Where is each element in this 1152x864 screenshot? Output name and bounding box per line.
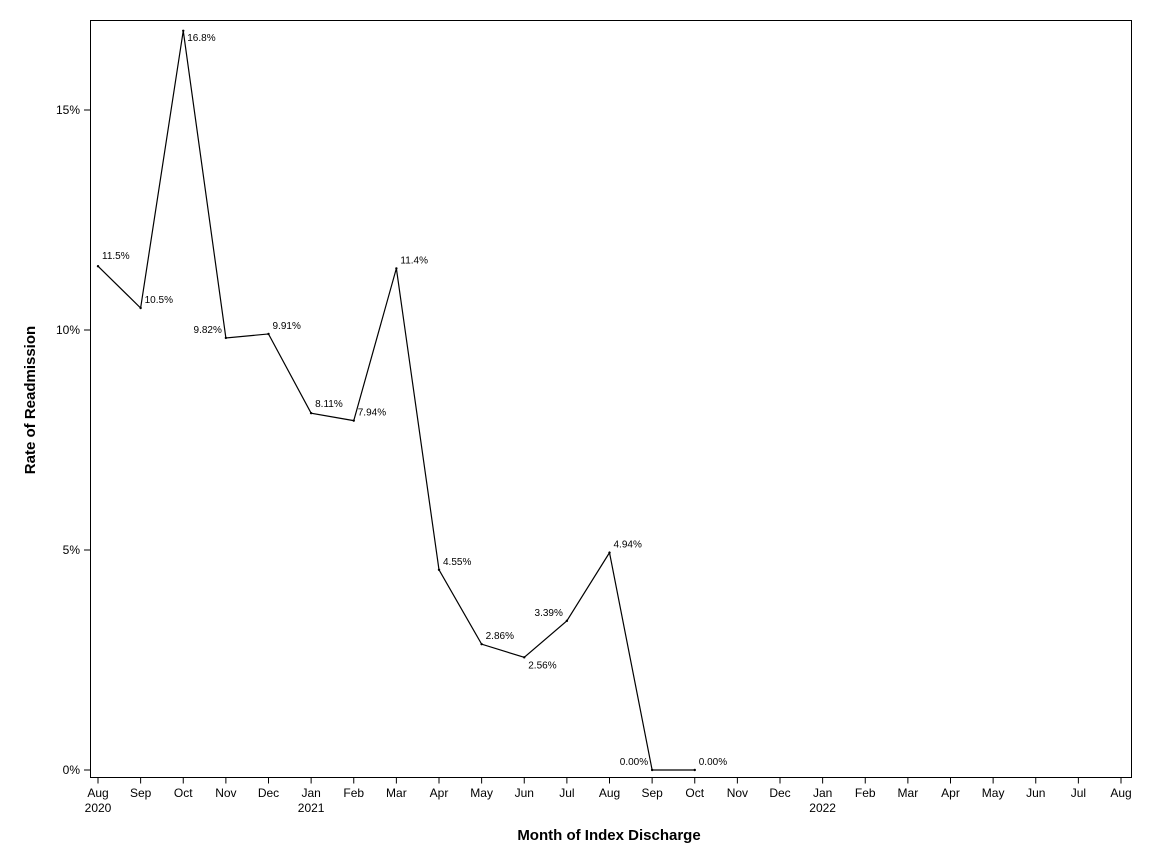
x-tick-month-label: Dec	[769, 786, 790, 800]
data-point	[437, 568, 441, 571]
x-tick-month-label: Mar	[386, 786, 407, 800]
x-tick-month-label: Oct	[174, 786, 193, 800]
data-point	[650, 768, 654, 772]
data-label: 16.8%	[187, 33, 215, 44]
x-tick-year-label: 2020	[85, 801, 112, 815]
data-label: 2.86%	[486, 631, 514, 642]
data-point	[309, 411, 313, 415]
data-label: 3.39%	[535, 608, 563, 619]
x-axis-title: Month of Index Discharge	[517, 827, 700, 844]
data-label-layer: 11.5% 10.5% 16.8% 9.82% 9.91% 8.11% 7.94% 11.4%…	[102, 33, 727, 768]
x-tick-month-label: Jul	[559, 786, 574, 800]
data-label: 0.00%	[699, 757, 727, 768]
data-point	[139, 306, 142, 310]
data-label: 0.00%	[620, 757, 648, 768]
x-tick-month-label: Oct	[685, 786, 704, 800]
data-point	[267, 332, 270, 336]
data-label: 2.56%	[528, 660, 556, 671]
x-tick-month-label: Dec	[258, 786, 279, 800]
data-label: 9.82%	[194, 325, 222, 336]
x-tick-month-label: Nov	[727, 786, 748, 800]
x-tick-month-label: May	[470, 786, 493, 800]
data-point	[565, 619, 569, 623]
data-point	[523, 656, 526, 659]
x-tick-month-label: Aug	[87, 786, 108, 800]
x-tick-month-label: Jul	[1071, 786, 1086, 800]
plot-frame	[90, 20, 1132, 778]
data-point	[693, 768, 696, 772]
y-tick-label: 0%	[63, 763, 81, 777]
x-tick-month-label: Jan	[301, 786, 320, 800]
x-tick-month-label: Sep	[130, 786, 152, 800]
x-tick-year-label: 2022	[809, 801, 836, 815]
data-point	[224, 336, 228, 340]
y-axis: 0% 5% 10% 15%	[56, 103, 91, 777]
data-point	[395, 267, 398, 270]
y-axis-title: Rate of Readmission	[22, 326, 39, 474]
x-tick-month-label: Apr	[430, 786, 449, 800]
data-label: 7.94%	[358, 408, 386, 419]
x-tick-month-label: Sep	[641, 786, 663, 800]
x-tick-year-label: 2021	[298, 801, 325, 815]
y-tick-label: 15%	[56, 103, 80, 117]
x-tick-month-label: Jun	[515, 786, 534, 800]
x-tick-month-label: Jan	[813, 786, 832, 800]
x-tick-month-label: Apr	[941, 786, 960, 800]
y-tick-label: 10%	[56, 323, 80, 337]
x-tick-month-label: Feb	[343, 786, 364, 800]
x-tick-month-label: Mar	[898, 786, 919, 800]
y-tick-label: 5%	[63, 543, 81, 557]
x-tick-month-label: Aug	[1110, 786, 1131, 800]
data-label: 11.4%	[400, 255, 428, 266]
x-tick-month-label: Feb	[855, 786, 876, 800]
data-point	[608, 551, 611, 554]
x-tick-month-label: Aug	[599, 786, 620, 800]
data-label: 4.94%	[614, 540, 642, 551]
series-layer	[96, 29, 696, 772]
data-label: 11.5%	[102, 251, 130, 262]
x-tick-month-label: Jun	[1026, 786, 1045, 800]
x-tick-month-label: May	[982, 786, 1005, 800]
data-label: 4.55%	[443, 557, 471, 568]
data-label: 8.11%	[315, 399, 343, 410]
data-point	[480, 642, 483, 646]
data-point	[352, 419, 355, 422]
data-label: 9.91%	[273, 321, 301, 332]
data-point	[96, 265, 100, 268]
data-label: 10.5%	[145, 295, 173, 306]
series-line	[97, 30, 695, 771]
data-point	[182, 29, 185, 32]
x-tick-month-label: Nov	[215, 786, 236, 800]
